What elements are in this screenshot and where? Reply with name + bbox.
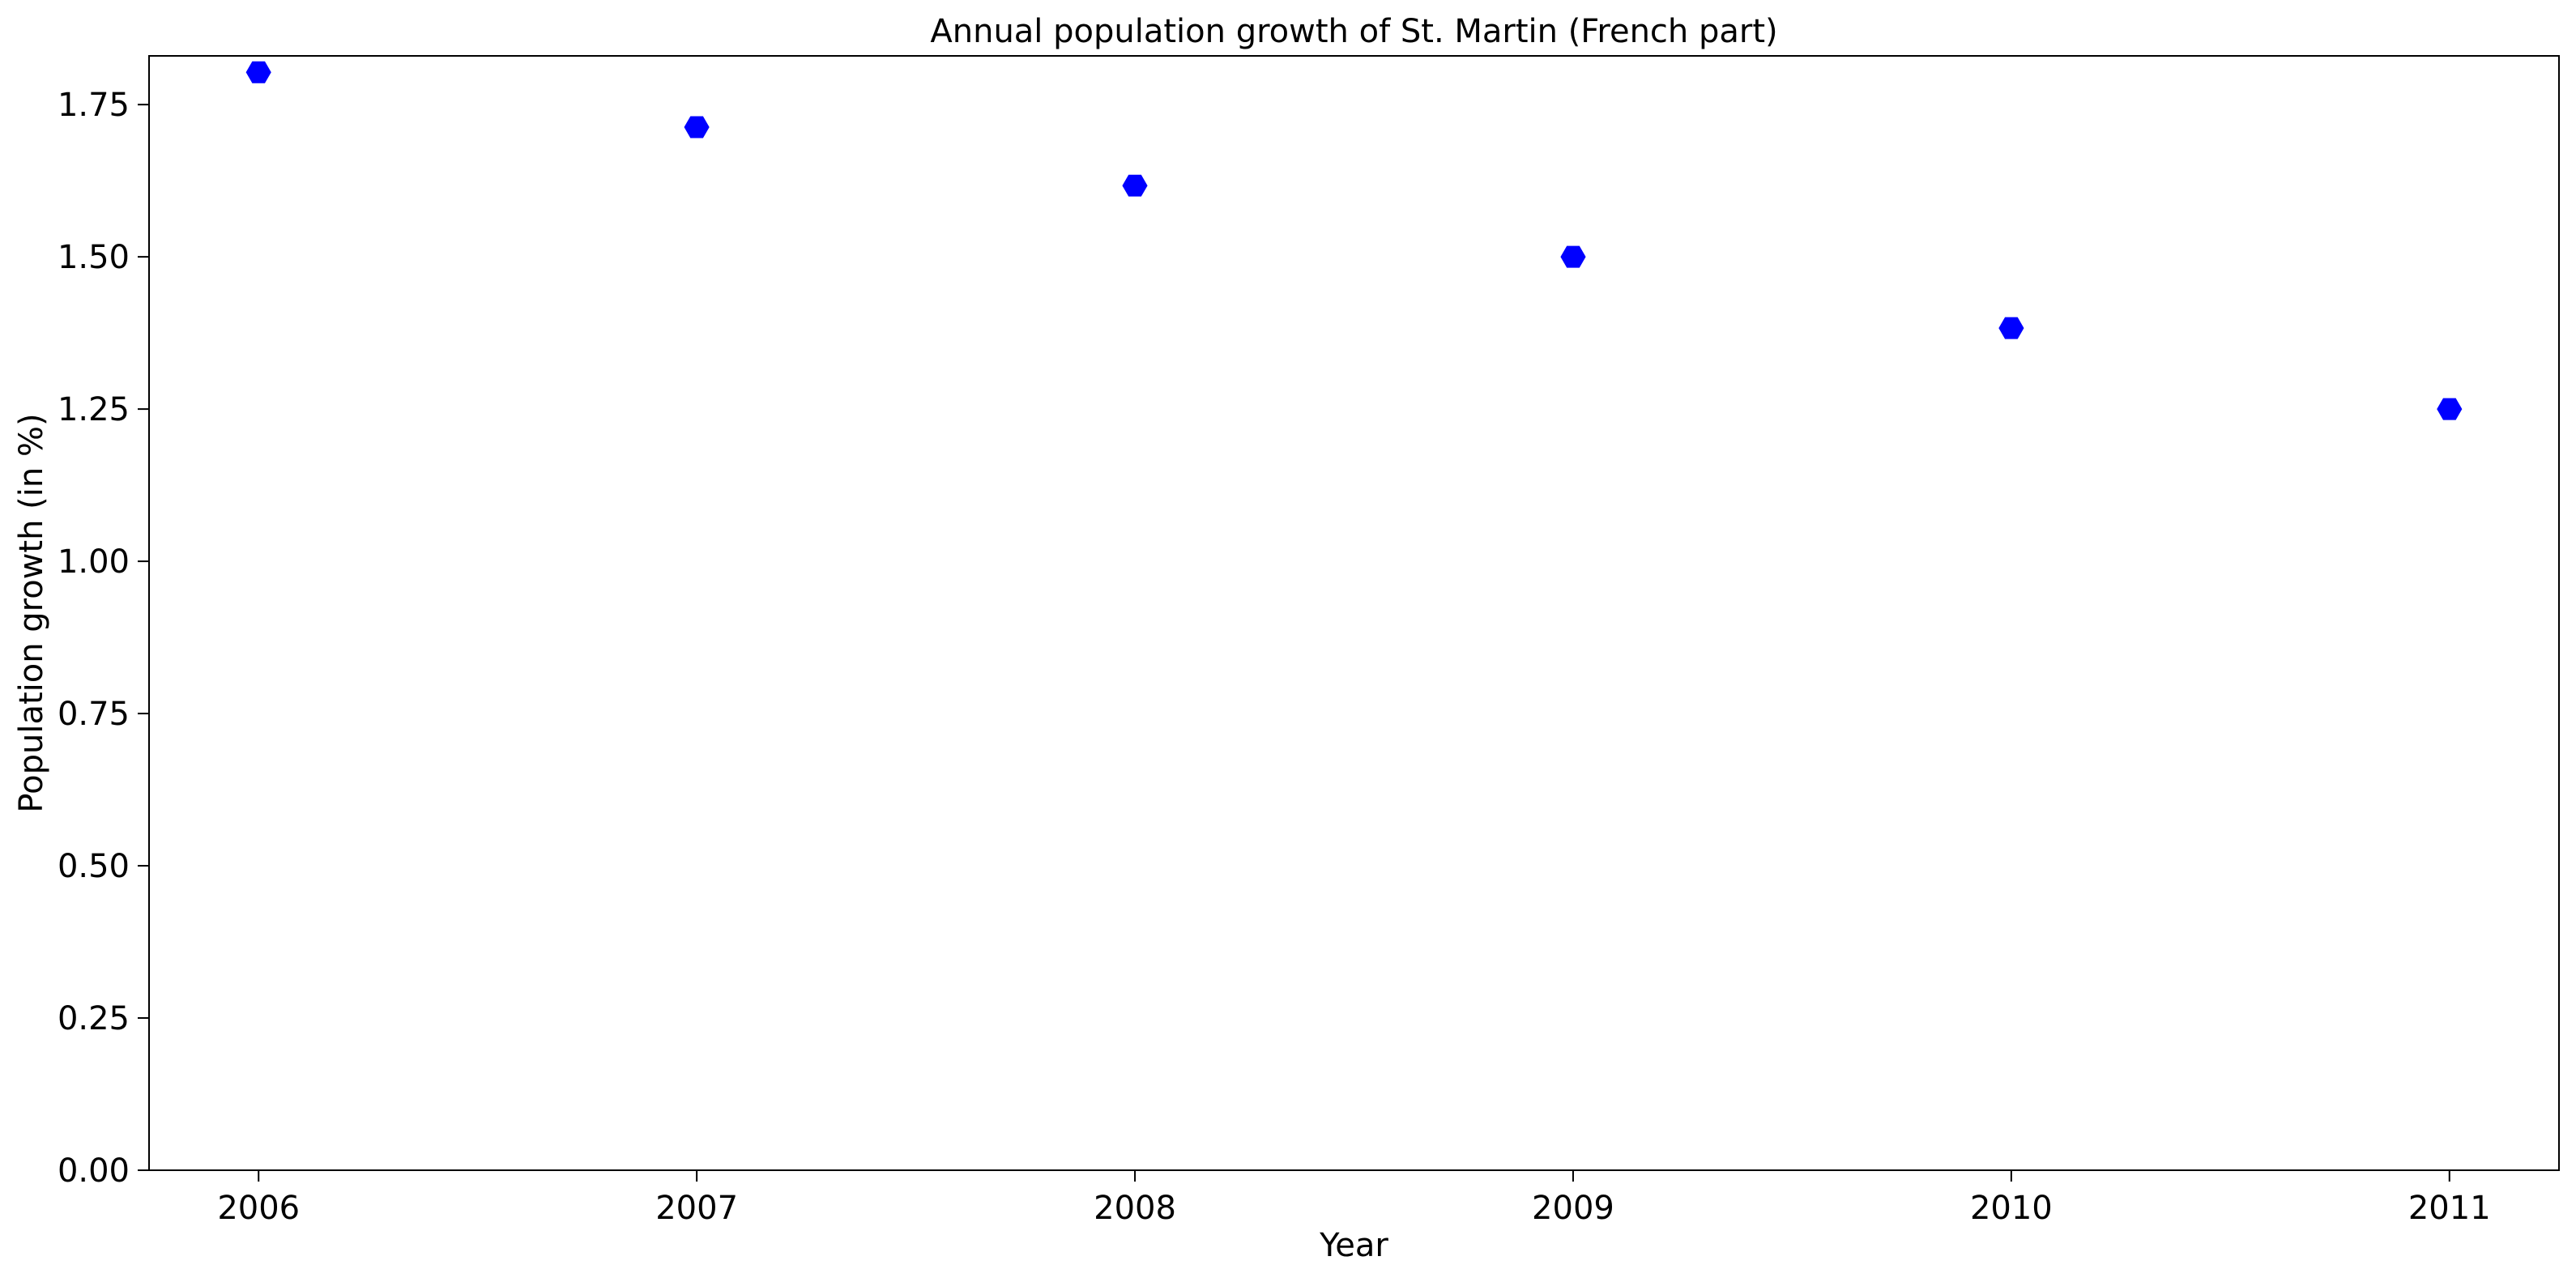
y-axis-title: Population growth (in %) <box>13 413 50 812</box>
y-tick-label: 0.00 <box>58 1152 130 1190</box>
y-tick-label: 0.50 <box>58 848 130 885</box>
y-tick-label: 0.25 <box>58 1000 130 1037</box>
x-axis-ticks: 2006 2007 2008 2009 2010 2011 <box>217 1170 2491 1227</box>
y-tick-label: 0.75 <box>58 696 130 733</box>
x-tick-label: 2009 <box>1532 1190 1614 1227</box>
x-tick-label: 2008 <box>1094 1190 1176 1227</box>
x-tick-label: 2011 <box>2408 1190 2491 1227</box>
y-tick-label: 1.25 <box>58 391 130 428</box>
x-axis-title: Year <box>1319 1227 1388 1264</box>
x-tick-label: 2006 <box>217 1190 300 1227</box>
data-point <box>1560 245 1586 268</box>
x-tick-label: 2010 <box>1970 1190 2053 1227</box>
y-tick-label: 1.75 <box>58 87 130 124</box>
data-point <box>1998 317 2024 339</box>
x-tick-label: 2007 <box>655 1190 738 1227</box>
chart-title: Annual population growth of St. Martin (… <box>930 13 1777 50</box>
plot-area-frame <box>148 55 2560 1171</box>
data-points <box>245 61 2463 420</box>
data-point <box>245 61 271 83</box>
data-point <box>684 116 710 138</box>
y-tick-label: 1.00 <box>58 543 130 581</box>
y-tick-label: 1.50 <box>58 239 130 276</box>
y-axis-ticks: 0.00 0.25 0.50 0.75 1.00 1.25 1.50 1.75 <box>58 87 149 1190</box>
data-point <box>2437 398 2463 420</box>
data-point <box>1122 174 1148 197</box>
